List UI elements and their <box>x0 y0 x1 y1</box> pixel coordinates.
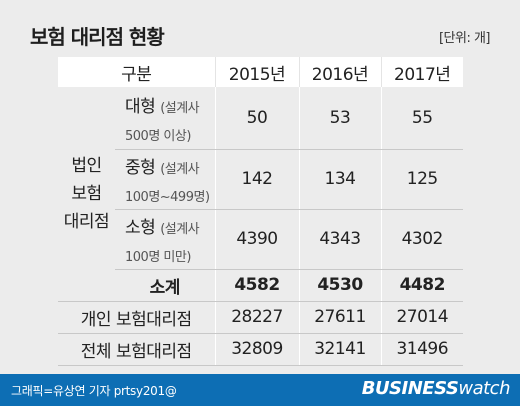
table-cell: 32141 <box>298 333 381 366</box>
row-label: 대형 (설계사 500명 이상) <box>115 87 215 150</box>
table-row: 소형 (설계사 100명 미만) 4390 4343 4302 <box>58 209 463 270</box>
row-label: 중형 (설계사 100명~499명) <box>115 149 215 210</box>
table-row: 전체 보험대리점 32809 32141 31496 <box>58 333 463 366</box>
row-label: 전체 보험대리점 <box>58 333 215 366</box>
table-row: 중형 (설계사 100명~499명) 142 134 125 <box>58 149 463 210</box>
column-header: 구분 <box>58 57 215 87</box>
row-label: 소형 (설계사 100명 미만) <box>115 209 215 270</box>
table-cell: 28227 <box>214 301 299 334</box>
table-cell: 53 <box>298 87 381 150</box>
table-cell: 55 <box>380 87 463 150</box>
column-header: 2017년 <box>380 57 463 87</box>
group-label: 법인 보험 대리점 <box>58 87 115 302</box>
table-cell: 4582 <box>214 269 299 302</box>
table-cell: 4390 <box>214 209 299 270</box>
table-cell: 27611 <box>298 301 381 334</box>
row-label: 개인 보험대리점 <box>58 301 215 334</box>
column-header: 2016년 <box>298 57 381 87</box>
table-header-row: 구분 2015년 2016년 2017년 <box>58 57 463 87</box>
table-cell: 31496 <box>380 333 463 366</box>
subtotal-row: 소계 4582 4530 4482 <box>58 269 463 302</box>
table-cell: 4343 <box>298 209 381 270</box>
table-cell: 134 <box>298 149 381 210</box>
table-cell: 4482 <box>380 269 463 302</box>
page-title: 보험 대리점 현황 <box>30 25 165 49</box>
table-row: 개인 보험대리점 28227 27611 27014 <box>58 301 463 334</box>
unit-label: [단위: 개] <box>438 31 491 46</box>
table-cell: 4302 <box>380 209 463 270</box>
table-cell: 50 <box>214 87 299 150</box>
column-header: 2015년 <box>214 57 299 87</box>
row-label: 소계 <box>115 269 215 302</box>
table-row: 법인 보험 대리점 대형 (설계사 500명 이상) 50 53 55 <box>58 87 463 302</box>
table-cell: 27014 <box>380 301 463 334</box>
graphic-credit: 그래픽=유상연 기자 prtsy201@ <box>11 384 177 398</box>
table-cell: 32809 <box>214 333 299 366</box>
table-cell: 4530 <box>298 269 381 302</box>
table-cell: 125 <box>380 149 463 210</box>
footer-bar: 그래픽=유상연 기자 prtsy201@ BUSINESSwatch <box>0 374 520 406</box>
agency-table: 구분 2015년 2016년 2017년 법인 보험 대리점 대형 (설계사 5… <box>58 57 463 366</box>
brand-logo: BUSINESSwatch <box>361 378 511 399</box>
table-cell: 142 <box>214 149 299 210</box>
